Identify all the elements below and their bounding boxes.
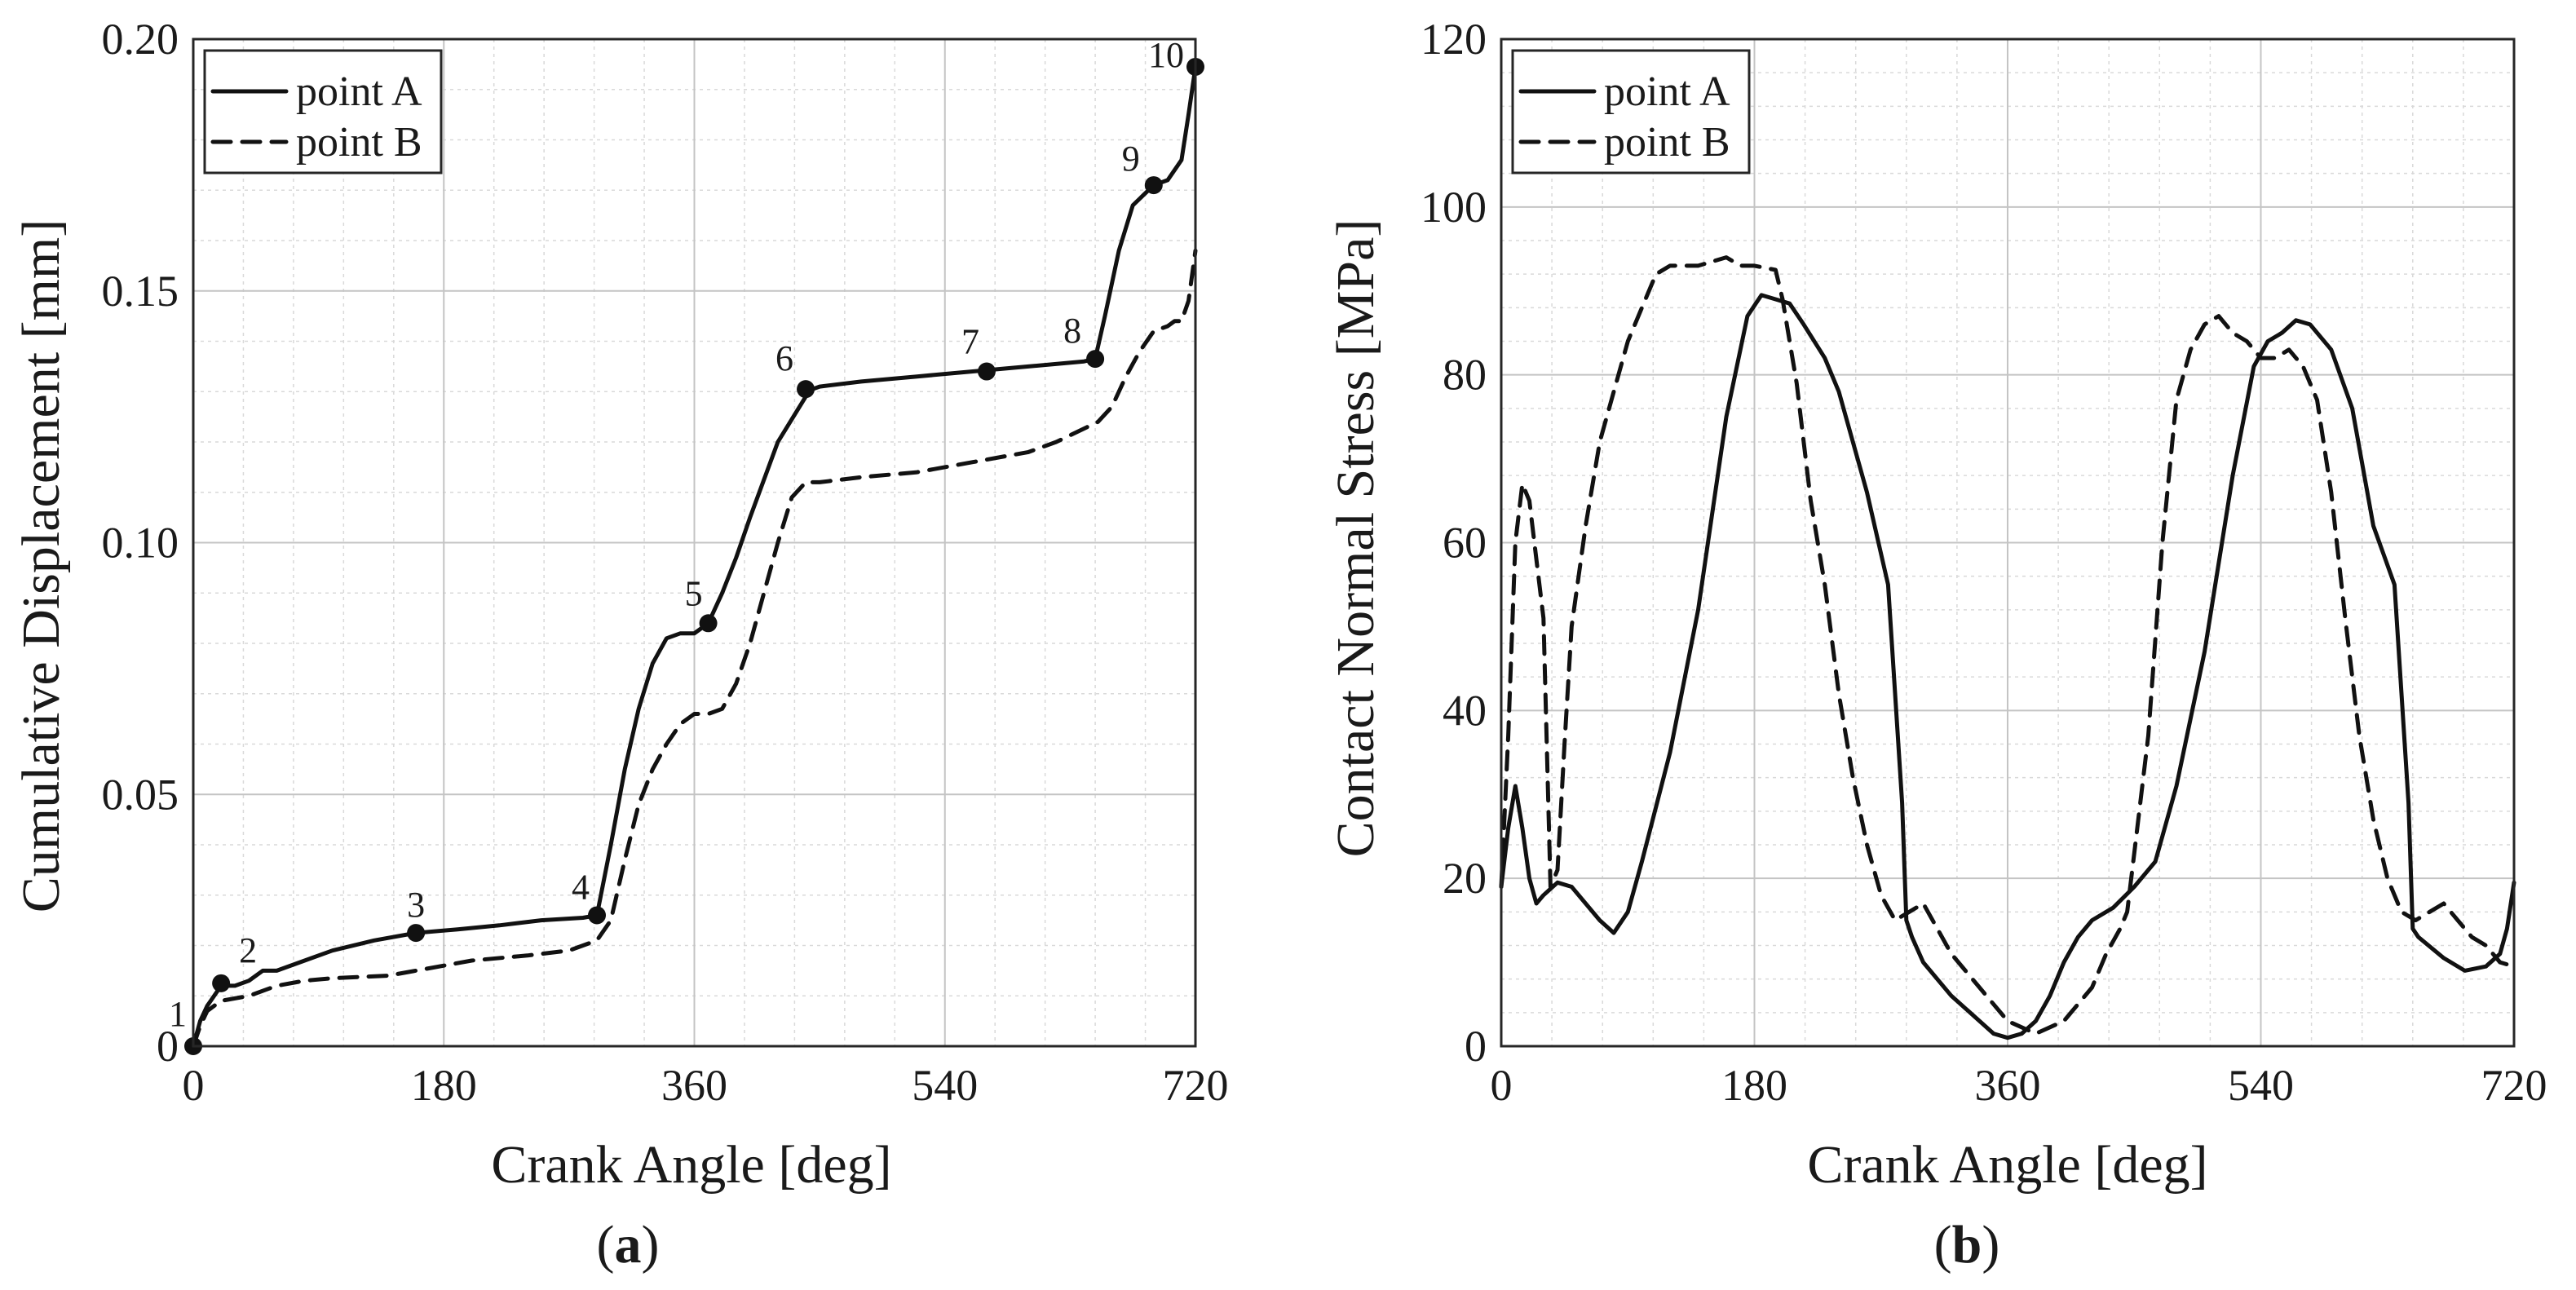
y-tick-label: 0 [1465, 1022, 1487, 1071]
marker-point-5 [699, 614, 718, 633]
x-tick-labels-a: 0 180 360 540 720 [183, 1061, 1229, 1110]
series-lines-b [1499, 255, 2516, 1040]
marker-label-6: 6 [775, 338, 793, 378]
y-tick-label: 100 [1421, 183, 1487, 232]
y-tick-label: 80 [1443, 351, 1487, 400]
y-axis-label-b: Contact Normal Stress [MPa] [1326, 219, 1385, 858]
series-line-point-b [1499, 255, 2516, 1036]
legend-b: point A point B [1511, 49, 1751, 175]
marker-label-10: 10 [1148, 35, 1184, 75]
legend-label-point-a: point A [1604, 68, 1730, 115]
x-axis-label-b: Crank Angle [deg] [1807, 1135, 2207, 1195]
y-tick-label: 0.15 [102, 267, 179, 316]
series-lines-a [191, 64, 1198, 1049]
x-tick-label: 540 [2228, 1061, 2294, 1110]
y-tick-label: 60 [1443, 519, 1487, 568]
marker-point-6 [797, 380, 815, 399]
x-axis-label-a: Crank Angle [deg] [491, 1135, 891, 1195]
marker-label-5: 5 [685, 573, 703, 613]
legend-label-point-b: point B [1604, 119, 1730, 166]
y-tick-label: 0.20 [102, 15, 179, 64]
series-line-point-a [191, 64, 1198, 1049]
x-tick-label: 540 [912, 1061, 978, 1110]
marker-point-4 [588, 906, 607, 925]
markers-a: 1 2 3 4 5 6 7 8 9 10 [169, 35, 1204, 1055]
marker-label-1: 1 [169, 994, 187, 1034]
x-tick-label: 0 [1491, 1061, 1513, 1110]
panel-label-a: (a) [597, 1215, 660, 1275]
grid-b [1500, 38, 2515, 1047]
x-tick-label: 180 [411, 1061, 477, 1110]
y-tick-label: 0.05 [102, 770, 179, 819]
y-tick-labels-b: 0 20 40 60 80 100 120 [1421, 15, 1487, 1071]
marker-label-7: 7 [961, 322, 979, 362]
x-tick-label: 360 [1975, 1061, 2041, 1110]
legend-label-point-b: point B [296, 119, 422, 166]
marker-label-3: 3 [407, 885, 425, 925]
y-tick-label: 0.10 [102, 519, 179, 568]
plot-frame-b [1500, 38, 2516, 1048]
chart-b: 0 180 360 540 720 0 20 40 60 80 100 120 point A po… [1326, 15, 2547, 1275]
y-tick-labels-a: 0 0.05 0.10 0.15 0.20 [102, 15, 179, 1071]
x-tick-label: 180 [1721, 1061, 1787, 1110]
series-line-point-a [1499, 293, 2516, 1040]
marker-point-9 [1144, 176, 1163, 195]
marker-point-8 [1086, 350, 1105, 369]
marker-label-4: 4 [572, 867, 590, 907]
marker-label-2: 2 [239, 930, 257, 970]
marker-label-9: 9 [1122, 139, 1140, 179]
marker-point-3 [407, 924, 426, 943]
x-tick-label: 0 [183, 1061, 205, 1110]
x-tick-label: 720 [1163, 1061, 1229, 1110]
marker-label-8: 8 [1063, 311, 1081, 351]
y-axis-label-a: Cumulative Displacement [mm] [11, 219, 71, 912]
legend-box-a [203, 49, 443, 175]
series-line-point-b [191, 248, 1198, 1049]
panel-label-b: (b) [1934, 1215, 2000, 1275]
x-tick-label: 720 [2481, 1061, 2547, 1110]
legend-a: point A point B [203, 49, 443, 175]
x-tick-label: 360 [661, 1061, 727, 1110]
legend-label-point-a: point A [296, 68, 422, 115]
plot-frame-a [192, 38, 1197, 1048]
x-tick-labels-b: 0 180 360 540 720 [1491, 1061, 2547, 1110]
legend-box-b [1511, 49, 1751, 175]
grid-a [192, 38, 1196, 1047]
y-tick-label: 0 [157, 1022, 179, 1071]
y-tick-label: 120 [1421, 15, 1487, 64]
marker-point-7 [977, 362, 996, 381]
y-tick-label: 40 [1443, 686, 1487, 735]
marker-point-2 [212, 974, 231, 992]
y-tick-label: 20 [1443, 854, 1487, 903]
